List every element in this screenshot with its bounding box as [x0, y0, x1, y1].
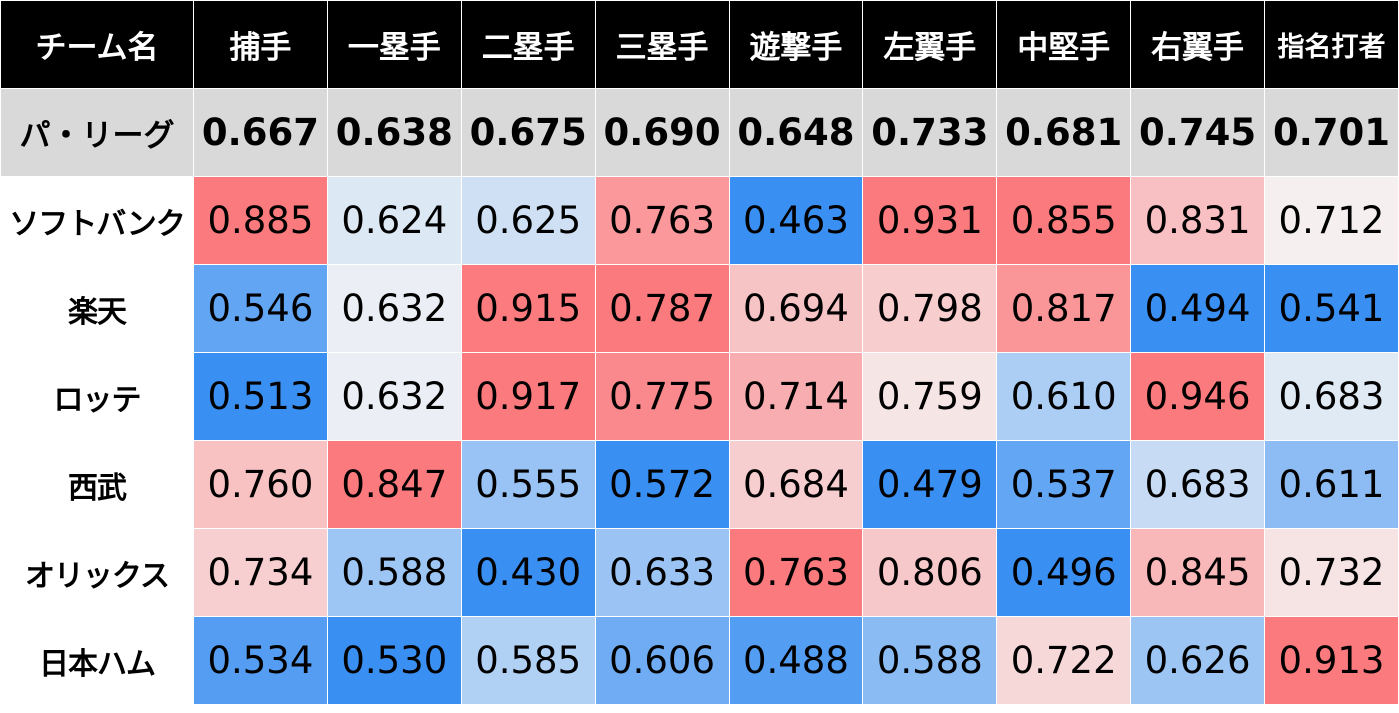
- heatmap-cell: 0.530: [326, 616, 462, 705]
- heatmap-cell: 0.917: [460, 352, 596, 441]
- heatmap-cell: 0.463: [728, 176, 864, 265]
- heatmap-cell: 0.430: [460, 528, 596, 617]
- heatmap-cell: 0.632: [326, 352, 462, 441]
- column-header: 三塁手: [594, 0, 730, 89]
- heatmap-cell: 0.684: [728, 440, 864, 529]
- heatmap-cell: 0.931: [862, 176, 998, 265]
- heatmap-cell: 0.722: [996, 616, 1132, 705]
- heatmap-cell: 0.817: [996, 264, 1132, 353]
- league-value-cell: 0.675: [460, 88, 596, 177]
- team-name-label: 西武: [0, 440, 194, 529]
- team-name-label: 日本ハム: [0, 616, 194, 705]
- heatmap-cell: 0.588: [862, 616, 998, 705]
- league-average-row: パ・リーグ 0.667 0.638 0.675 0.690 0.648 0.73…: [0, 88, 1399, 177]
- team-row: ソフトバンク 0.885 0.624 0.625 0.763 0.463 0.931 0.85…: [0, 176, 1399, 265]
- heatmap-cell: 0.541: [1264, 264, 1399, 353]
- heatmap-cell: 0.831: [1130, 176, 1265, 265]
- heatmap-cell: 0.760: [193, 440, 328, 529]
- heatmap-cell: 0.534: [193, 616, 328, 705]
- team-name-label: ロッテ: [0, 352, 194, 441]
- column-header: 一塁手: [326, 0, 462, 89]
- column-header: 右翼手: [1130, 0, 1265, 89]
- heatmap-cell: 0.494: [1130, 264, 1265, 353]
- heatmap-cell: 0.624: [326, 176, 462, 265]
- heatmap-cell: 0.683: [1264, 352, 1399, 441]
- column-header: 中堅手: [996, 0, 1132, 89]
- heatmap-cell: 0.915: [460, 264, 596, 353]
- heatmap-cell: 0.694: [728, 264, 864, 353]
- heatmap-cell: 0.546: [193, 264, 328, 353]
- league-value-cell: 0.690: [594, 88, 730, 177]
- league-value-cell: 0.733: [862, 88, 998, 177]
- heatmap-cell: 0.734: [193, 528, 328, 617]
- heatmap-cell: 0.798: [862, 264, 998, 353]
- team-row: 楽天 0.546 0.632 0.915 0.787 0.694 0.798 0.817 0.4…: [0, 264, 1399, 353]
- team-name-label: ソフトバンク: [0, 176, 194, 265]
- corner-header: チーム名: [0, 0, 194, 89]
- heatmap-cell: 0.683: [1130, 440, 1265, 529]
- team-name-label: オリックス: [0, 528, 194, 617]
- team-rows: ソフトバンク 0.885 0.624 0.625 0.763 0.463 0.931 0.85…: [0, 176, 1399, 705]
- team-row: ロッテ 0.513 0.632 0.917 0.775 0.714 0.759 0.610 0.…: [0, 352, 1399, 441]
- league-value-cell: 0.701: [1264, 88, 1399, 177]
- heatmap-cell: 0.763: [594, 176, 730, 265]
- heatmap-cell: 0.885: [193, 176, 328, 265]
- heatmap-cell: 0.732: [1264, 528, 1399, 617]
- column-header: 指名打者: [1264, 0, 1399, 89]
- column-header: 二塁手: [460, 0, 596, 89]
- heatmap-cell: 0.855: [996, 176, 1132, 265]
- column-header: 遊撃手: [728, 0, 864, 89]
- heatmap-cell: 0.712: [1264, 176, 1399, 265]
- heatmap-cell: 0.787: [594, 264, 730, 353]
- league-value-cell: 0.638: [326, 88, 462, 177]
- league-value-cell: 0.667: [193, 88, 328, 177]
- team-row: オリックス 0.734 0.588 0.430 0.633 0.763 0.806 0.496…: [0, 528, 1399, 617]
- heatmap-cell: 0.488: [728, 616, 864, 705]
- heatmap-cell: 0.585: [460, 616, 596, 705]
- heatmap-cell: 0.588: [326, 528, 462, 617]
- league-value-cell: 0.648: [728, 88, 864, 177]
- team-row: 日本ハム 0.534 0.530 0.585 0.606 0.488 0.588 0.722 0…: [0, 616, 1399, 705]
- league-value-cell: 0.745: [1130, 88, 1265, 177]
- heatmap-cell: 0.625: [460, 176, 596, 265]
- heatmap-cell: 0.513: [193, 352, 328, 441]
- heatmap-cell: 0.775: [594, 352, 730, 441]
- column-header: 左翼手: [862, 0, 998, 89]
- heatmap-cell: 0.555: [460, 440, 596, 529]
- heatmap-cell: 0.479: [862, 440, 998, 529]
- team-name-label: 楽天: [0, 264, 194, 353]
- heatmap-cell: 0.610: [996, 352, 1132, 441]
- heatmap-cell: 0.496: [996, 528, 1132, 617]
- heatmap-cell: 0.845: [1130, 528, 1265, 617]
- heatmap-cell: 0.572: [594, 440, 730, 529]
- heatmap-cell: 0.847: [326, 440, 462, 529]
- team-row: 西武 0.760 0.847 0.555 0.572 0.684 0.479 0.537 0.6…: [0, 440, 1399, 529]
- league-value-cell: 0.681: [996, 88, 1132, 177]
- column-header: 捕手: [193, 0, 328, 89]
- heatmap-cell: 0.806: [862, 528, 998, 617]
- heatmap-cell: 0.946: [1130, 352, 1265, 441]
- heatmap-cell: 0.633: [594, 528, 730, 617]
- heatmap-cell: 0.632: [326, 264, 462, 353]
- league-label: パ・リーグ: [0, 88, 194, 177]
- heatmap-cell: 0.611: [1264, 440, 1399, 529]
- heatmap-cell: 0.763: [728, 528, 864, 617]
- heatmap-cell: 0.537: [996, 440, 1132, 529]
- header-row: チーム名 捕手 一塁手 二塁手 三塁手 遊撃手 左翼手 中堅手 右翼手 指名打者: [0, 0, 1399, 89]
- heatmap-cell: 0.759: [862, 352, 998, 441]
- heatmap-cell: 0.714: [728, 352, 864, 441]
- heatmap-cell: 0.913: [1264, 616, 1399, 705]
- heatmap-cell: 0.626: [1130, 616, 1265, 705]
- heatmap-cell: 0.606: [594, 616, 730, 705]
